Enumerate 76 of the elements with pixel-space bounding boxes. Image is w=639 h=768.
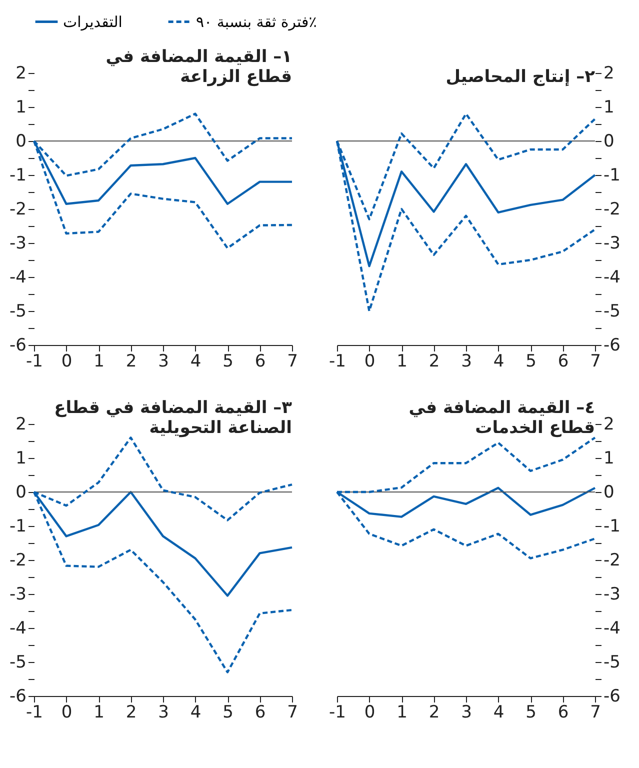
x-tick-label: 1	[94, 702, 104, 722]
y-tick-label: -4	[10, 268, 26, 288]
y-tick-label: 1	[604, 448, 614, 468]
x-tick-label: 5	[222, 352, 234, 372]
y-tick-label: 0	[16, 132, 26, 152]
x-tick-label: -1	[329, 702, 346, 722]
y-tick-label: -5	[604, 652, 620, 672]
x-tick-label: 0	[364, 352, 376, 372]
y-tick-label: -2	[604, 200, 620, 220]
y-tick-label: -1	[604, 166, 620, 186]
y-tick-label: 1	[16, 448, 26, 468]
x-tick-label: 5	[526, 702, 536, 722]
x-tick-label: 2	[126, 352, 137, 372]
y-tick-label: 2	[604, 64, 614, 84]
x-tick-label: 1	[396, 702, 408, 722]
x-tick-label: 6	[254, 702, 266, 722]
x-tick-label: 4	[493, 702, 504, 722]
legend-label: التقديرات	[63, 12, 122, 31]
x-tick-label: 4	[190, 352, 202, 372]
y-tick-label: -6	[10, 686, 26, 706]
x-tick-label: 4	[493, 352, 504, 372]
y-tick-label: -4	[10, 618, 26, 638]
x-tick-label: 0	[61, 352, 72, 372]
x-tick-label: 3	[158, 702, 169, 722]
x-tick-label: 5	[526, 352, 536, 372]
y-tick-label: -2	[10, 550, 26, 570]
x-tick-label: 1	[94, 352, 104, 372]
y-tick-label: -2	[10, 200, 26, 220]
chart-title: ٣– القيمة المضافة في قطاع الصناعة التحويلية	[54, 398, 293, 438]
y-tick-label: 0	[604, 132, 614, 152]
x-tick-label: 6	[558, 352, 569, 372]
x-tick-label: 7	[287, 352, 298, 372]
y-tick-label: 2	[16, 64, 26, 84]
chart-title: ٤– القيمة المضافة في قطاع الخدمات	[408, 398, 595, 438]
chart-title: ٢– إنتاج المحاصيل	[446, 67, 596, 87]
y-tick-label: -1	[10, 166, 26, 186]
y-tick-label: -3	[10, 584, 26, 604]
y-tick-label: 0	[604, 482, 614, 502]
x-tick-label: 4	[190, 702, 202, 722]
y-tick-label: -3	[604, 234, 620, 254]
x-tick-label: 3	[461, 352, 472, 372]
x-tick-label: 7	[590, 702, 601, 722]
x-tick-label: -1	[329, 352, 346, 372]
x-tick-label: 6	[254, 352, 266, 372]
y-tick-label: 1	[604, 98, 614, 118]
y-tick-label: -4	[604, 268, 620, 288]
y-tick-label: 1	[16, 98, 26, 118]
y-tick-label: -1	[10, 516, 26, 536]
chart-title: ١– القيمة المضافة في قطاع الزراعة	[106, 47, 292, 87]
x-tick-label: 0	[364, 702, 376, 722]
x-tick-label: 2	[428, 702, 440, 722]
y-tick-label: -6	[604, 686, 620, 706]
legend-label: فترة ثقة بنسبة ٩٠٪	[196, 12, 317, 31]
x-tick-label: 2	[126, 702, 137, 722]
x-tick-label: 7	[287, 702, 298, 722]
x-tick-label: 6	[558, 702, 569, 722]
x-tick-label: 1	[396, 352, 408, 372]
y-tick-label: 2	[604, 414, 614, 434]
y-tick-label: 0	[16, 482, 26, 502]
x-tick-label: 7	[590, 352, 601, 372]
x-tick-label: 3	[158, 352, 169, 372]
x-tick-label: 5	[222, 702, 234, 722]
y-tick-label: -1	[604, 516, 620, 536]
y-tick-label: -3	[10, 234, 26, 254]
y-tick-label: -5	[10, 302, 26, 322]
y-tick-label: -5	[10, 652, 26, 672]
y-tick-label: -3	[604, 584, 620, 604]
x-tick-label: 2	[428, 352, 440, 372]
y-tick-label: 2	[16, 414, 26, 434]
x-tick-label: 3	[461, 702, 472, 722]
y-tick-label: -2	[604, 550, 620, 570]
y-tick-label: -6	[10, 336, 26, 356]
y-tick-label: -4	[604, 618, 620, 638]
x-tick-label: 0	[61, 702, 72, 722]
y-tick-label: -5	[604, 302, 620, 322]
y-tick-label: -6	[604, 336, 620, 356]
